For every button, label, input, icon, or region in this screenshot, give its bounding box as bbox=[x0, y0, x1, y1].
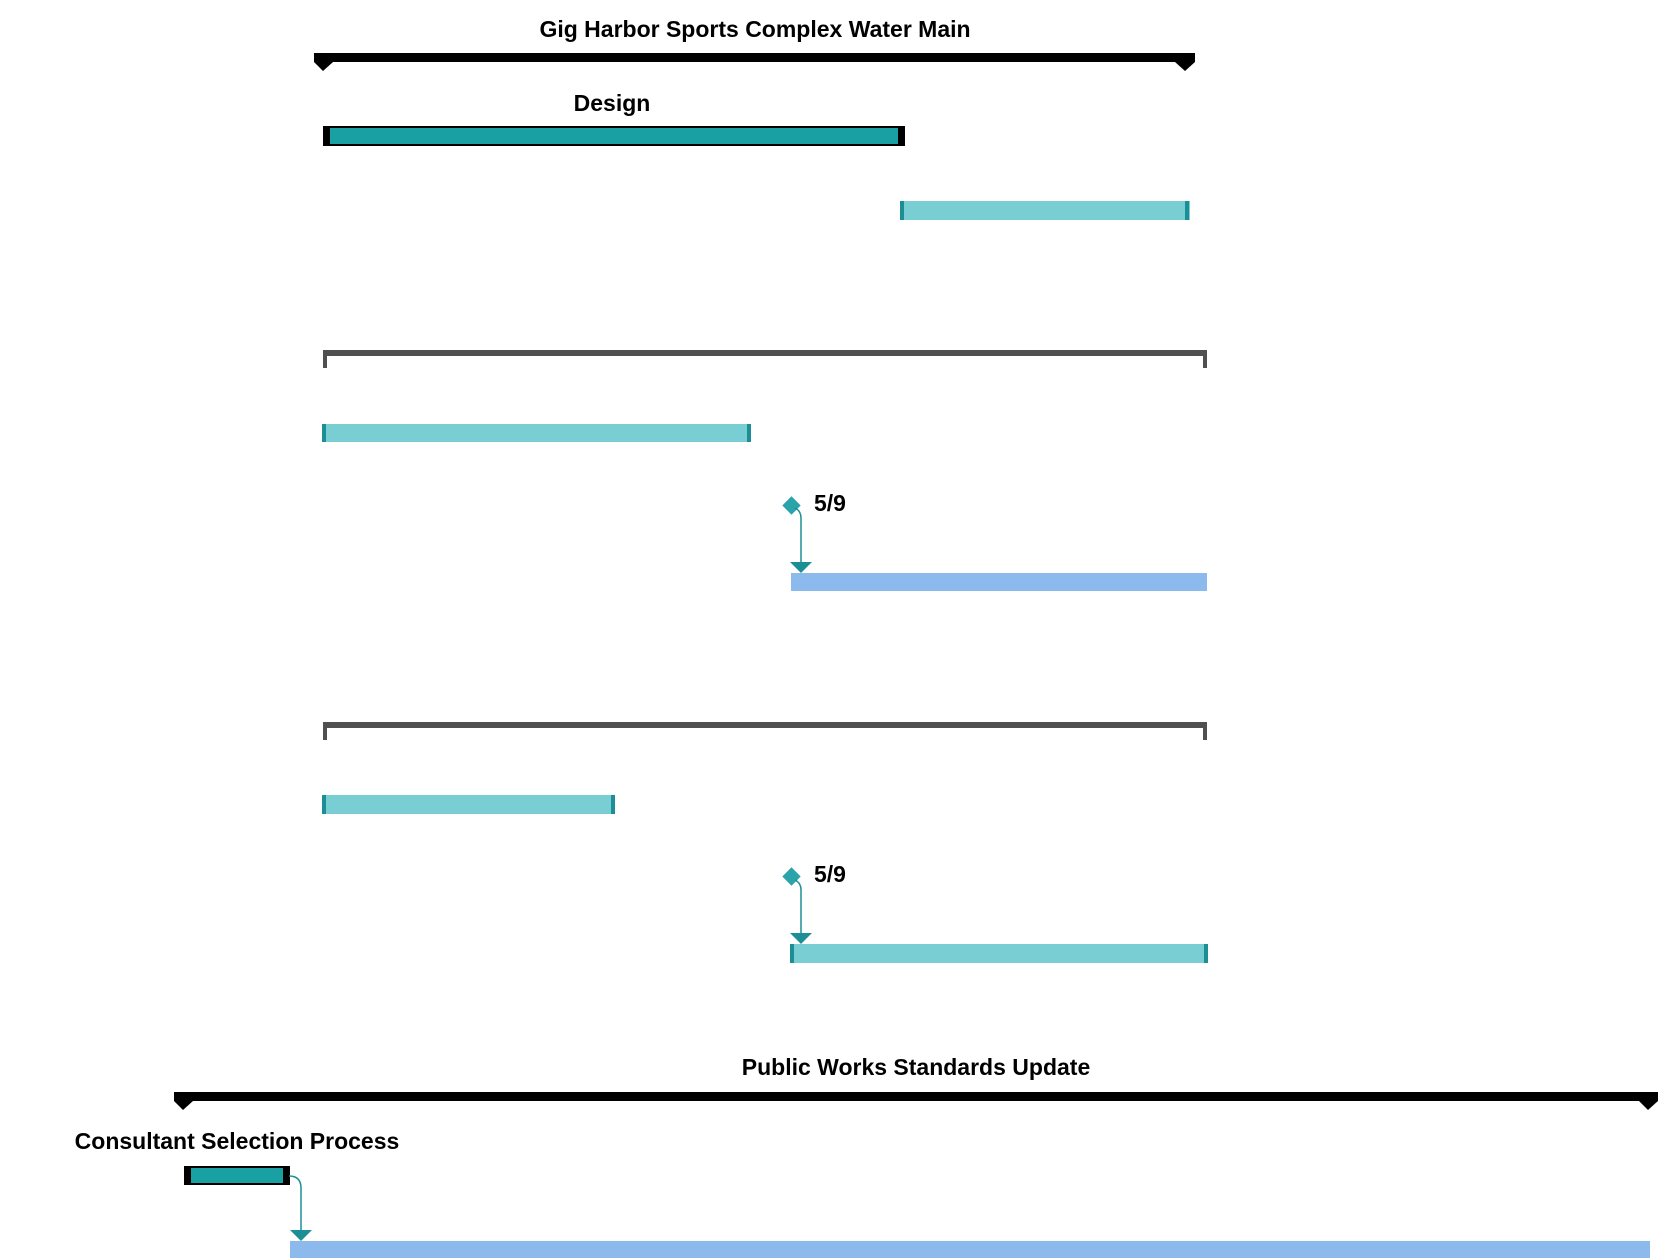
design-label: Design bbox=[574, 90, 651, 116]
standards-summary-bar[interactable] bbox=[174, 1092, 1658, 1110]
milestone-2-date: 5/9 bbox=[814, 861, 846, 887]
milestone-1-diamond[interactable] bbox=[782, 496, 801, 515]
group-2-summary-bar[interactable] bbox=[323, 722, 1207, 740]
group-2-task-bar[interactable] bbox=[322, 795, 615, 814]
design-task-bar[interactable] bbox=[323, 126, 905, 146]
design-subtask-bar[interactable] bbox=[900, 201, 1190, 220]
milestone-1-connector bbox=[790, 507, 812, 573]
consultant-selection-task-bar[interactable] bbox=[184, 1166, 290, 1185]
group-2-second-task-bar[interactable] bbox=[790, 944, 1208, 963]
milestone-1-date: 5/9 bbox=[814, 490, 846, 516]
water-main-summary-bar[interactable] bbox=[314, 53, 1195, 71]
group-1-blue-task-bar[interactable] bbox=[791, 573, 1207, 591]
standards-blue-task-bar[interactable] bbox=[290, 1241, 1650, 1258]
consultant-selection-connector bbox=[288, 1175, 312, 1241]
standards-title: Public Works Standards Update bbox=[742, 1054, 1090, 1080]
water-main-title: Gig Harbor Sports Complex Water Main bbox=[539, 16, 970, 42]
consultant-selection-label: Consultant Selection Process bbox=[75, 1128, 400, 1154]
group-1-task-bar[interactable] bbox=[322, 424, 751, 442]
milestone-2-connector bbox=[790, 879, 812, 944]
group-1-summary-bar[interactable] bbox=[323, 350, 1207, 368]
